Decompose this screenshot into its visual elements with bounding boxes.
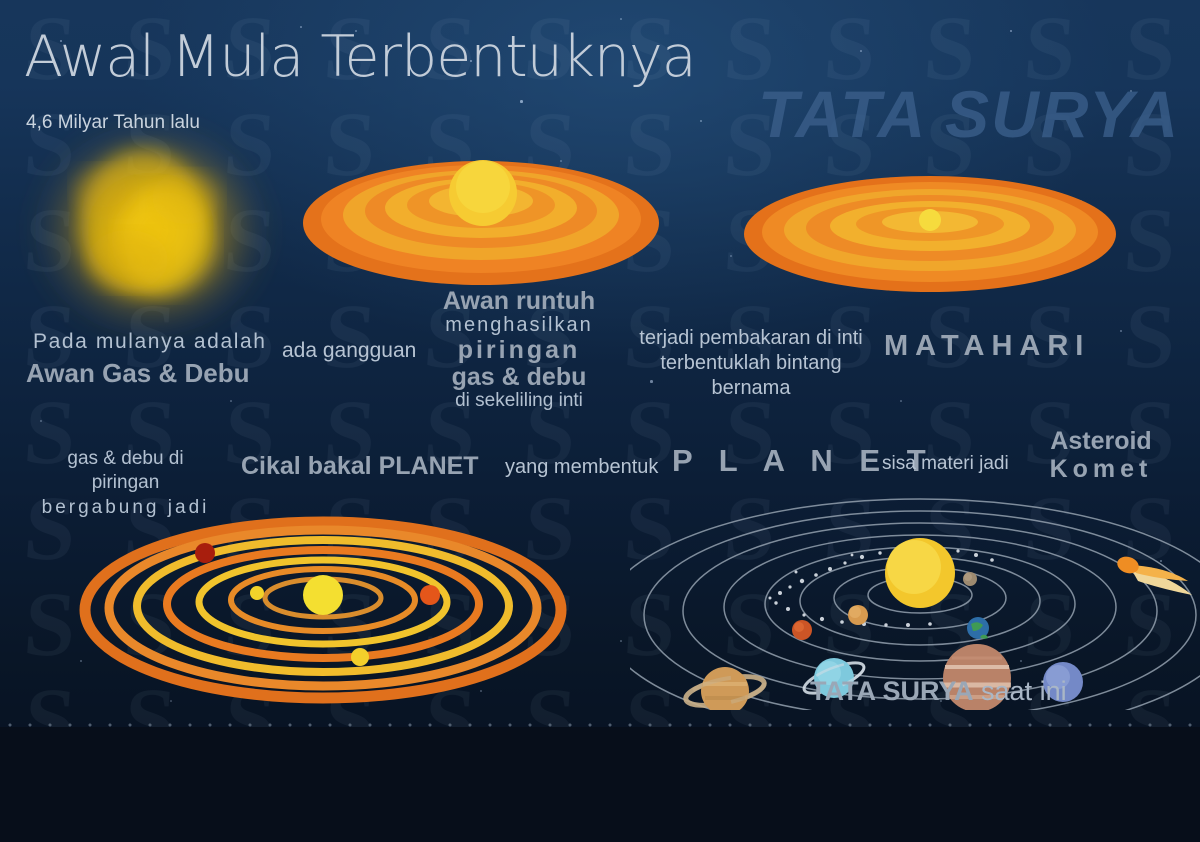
caption-gas-debu: gas & debu [451, 362, 587, 391]
caption-ada-gangguan: ada gangguan [282, 339, 417, 362]
protostar-disk-illustration [744, 176, 1116, 292]
star [230, 400, 232, 402]
planet-mercury [963, 572, 977, 586]
collapsing-disk-illustration [303, 160, 659, 285]
label-matahari: MATAHARI [884, 330, 1091, 362]
label-saat-ini: saat ini [981, 676, 1067, 706]
gas-dust-cloud-illustration [31, 120, 271, 340]
star [40, 420, 42, 422]
caption-sisa-materi-jadi: sisa materi jadi [882, 453, 1009, 474]
label-asteroid: Asteroid [1050, 427, 1152, 455]
caption-awan-runtuh: Awan runtuh [442, 287, 596, 315]
star [1010, 30, 1013, 33]
star [620, 18, 622, 20]
page-title: Awal Mula Terbentuknya [24, 24, 697, 90]
label-tata-surya: TATA SURYA [810, 676, 974, 706]
star [620, 640, 622, 642]
caption-asteroid-komet-block: Asteroid Komet [1026, 427, 1176, 483]
caption-pada-mulanya: Pada mulanya adalah [33, 330, 267, 353]
protoplanetary-rings-illustration [79, 516, 567, 704]
star [520, 100, 523, 103]
star [860, 50, 862, 52]
dotted-divider [0, 723, 1200, 727]
modern-solar-system-illustration [630, 498, 1200, 710]
planet-venus [848, 605, 868, 625]
caption-terjadi-pembakaran: terjadi pembakaran di inti [639, 327, 863, 349]
planet-jupiter [943, 644, 1011, 710]
caption-menghasilkan: menghasilkan [445, 314, 593, 336]
footer-bar: LANGITSELATAN ASTRO 101 langitselatan in… [0, 727, 1200, 842]
label-komet: Komet [1049, 455, 1153, 483]
planet-uranus [802, 658, 866, 698]
watermark-s: S [1120, 285, 1180, 387]
planet-neptune [1043, 662, 1083, 702]
caption-yang-membentuk: yang membentuk [505, 456, 659, 478]
caption-bergabung-jadi: bergabung jadi [41, 496, 210, 518]
planet-saturn [683, 667, 767, 710]
caption-di-sekeliling-inti: di sekeliling inti [455, 389, 583, 411]
caption-pembakaran-inti-block: terjadi pembakaran di inti terbentuklah … [626, 326, 876, 401]
caption-terbentuklah-bintang: terbentuklah bintang bernama [660, 352, 842, 399]
comet [1117, 556, 1192, 595]
caption-gas-debu-di-piringan: gas & debu di piringan [67, 448, 184, 494]
star [900, 400, 902, 402]
outer-planets-illustration [802, 658, 1083, 702]
page-subtitle: 4,6 Milyar Tahun lalu [26, 112, 200, 133]
planet-earth [967, 617, 989, 639]
caption-gas-debu-bergabung-block: gas & debu di piringan bergabung jadi [33, 447, 218, 520]
star [730, 255, 732, 257]
sun [885, 538, 955, 608]
caption-cikal-bakal-planet: Cikal bakal PLANET [241, 452, 479, 480]
label-tata-surya-saat-ini: TATA SURYA saat ini [810, 676, 1067, 707]
watermark-s: S [320, 285, 380, 387]
caption-piringan: piringan [457, 335, 581, 364]
star [700, 120, 703, 123]
star [1120, 330, 1123, 333]
caption-awan-runtuh-block: Awan runtuh menghasilkan piringan gas & … [433, 288, 605, 411]
label-planet: P L A N E T [672, 443, 935, 478]
caption-awan-gas-debu: Awan Gas & Debu [26, 358, 250, 388]
planet-mars [792, 620, 812, 640]
big-title-tata-surya: TATA SURYA [757, 77, 1180, 151]
